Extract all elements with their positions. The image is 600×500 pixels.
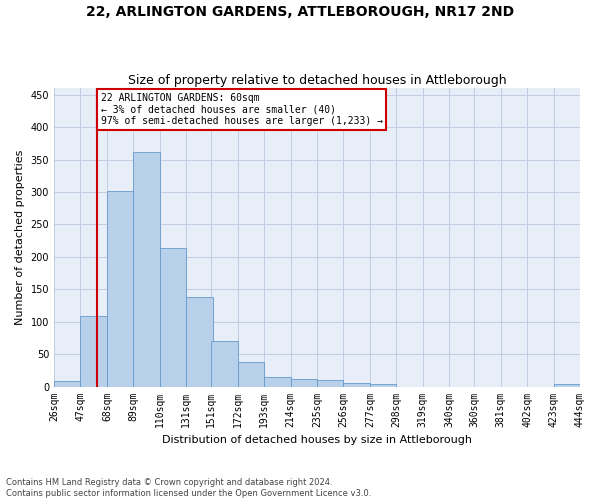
Title: Size of property relative to detached houses in Attleborough: Size of property relative to detached ho…	[128, 74, 506, 87]
Bar	[107, 190, 133, 386]
Text: 22 ARLINGTON GARDENS: 60sqm
← 3% of detached houses are smaller (40)
97% of semi: 22 ARLINGTON GARDENS: 60sqm ← 3% of deta…	[101, 92, 383, 126]
Text: Contains HM Land Registry data © Crown copyright and database right 2024.
Contai: Contains HM Land Registry data © Crown c…	[6, 478, 371, 498]
X-axis label: Distribution of detached houses by size in Attleborough: Distribution of detached houses by size …	[162, 435, 472, 445]
Bar	[370, 384, 396, 386]
Bar	[343, 382, 370, 386]
Bar	[264, 378, 290, 386]
Bar	[317, 380, 343, 386]
Bar	[133, 152, 160, 386]
Bar	[290, 380, 317, 386]
Bar	[54, 380, 80, 386]
Bar	[186, 297, 212, 386]
Bar	[238, 362, 264, 386]
Bar	[160, 248, 186, 386]
Bar	[80, 316, 107, 386]
Text: 22, ARLINGTON GARDENS, ATTLEBOROUGH, NR17 2ND: 22, ARLINGTON GARDENS, ATTLEBOROUGH, NR1…	[86, 5, 514, 19]
Bar	[211, 341, 238, 386]
Bar	[554, 384, 580, 386]
Y-axis label: Number of detached properties: Number of detached properties	[15, 150, 25, 325]
